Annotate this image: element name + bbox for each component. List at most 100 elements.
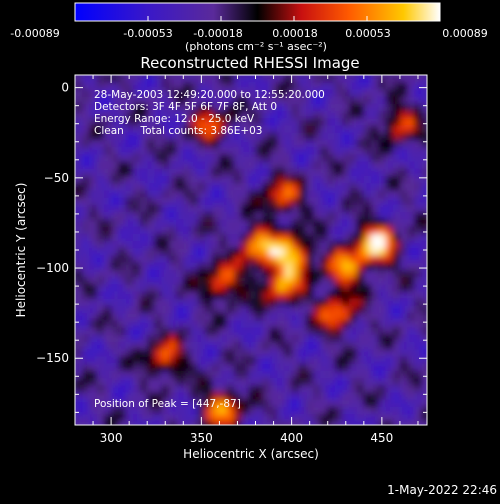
heatmap-cell (147, 277, 155, 285)
heatmap-cell (241, 255, 249, 264)
heatmap-cell (248, 241, 257, 249)
heatmap-cell (118, 111, 127, 119)
heatmap-cell (313, 118, 322, 127)
heatmap-cell (212, 414, 220, 422)
heatmap-cell (313, 277, 322, 285)
heatmap-cell (89, 147, 98, 155)
heatmap-cell (277, 154, 285, 163)
heatmap-cell (190, 342, 199, 350)
heatmap-cell (103, 392, 112, 401)
heatmap-cell (378, 241, 387, 249)
heatmap-cell (371, 363, 379, 372)
heatmap-cell (118, 399, 127, 408)
heatmap-cell (176, 197, 184, 206)
heatmap-cell (385, 378, 394, 386)
heatmap-cell (168, 233, 177, 242)
heatmap-cell (96, 320, 105, 329)
heatmap-cell (226, 233, 235, 242)
heatmap-cell (334, 75, 343, 83)
heatmap-cell (161, 320, 170, 329)
heatmap-cell (421, 349, 427, 357)
heatmap-cell (248, 392, 257, 401)
heatmap-cell (313, 262, 322, 271)
heatmap-cell (334, 111, 343, 119)
heatmap-cell (183, 75, 192, 83)
heatmap-cell (111, 255, 119, 264)
heatmap-cell (168, 407, 177, 415)
heatmap-cell (421, 233, 427, 242)
heatmap-cell (140, 255, 148, 264)
heatmap-cell (399, 103, 408, 112)
heatmap-cell (219, 298, 228, 307)
heatmap-cell (262, 255, 271, 264)
heatmap-cell (168, 399, 177, 408)
heatmap-cell (334, 277, 343, 285)
heatmap-cell (327, 349, 336, 357)
heatmap-cell (363, 399, 372, 408)
heatmap-cell (248, 378, 257, 386)
heatmap-cell (342, 241, 350, 249)
heatmap-cell (233, 248, 242, 256)
heatmap-cell (176, 111, 184, 119)
heatmap-cell (197, 305, 206, 314)
heatmap-cell (363, 111, 372, 119)
heatmap-cell (392, 407, 401, 415)
heatmap-cell (212, 204, 220, 213)
heatmap-cell (414, 305, 423, 314)
heatmap-cell (334, 226, 343, 235)
heatmap-cell (103, 327, 112, 336)
heatmap-cell (125, 305, 134, 314)
heatmap-cell (154, 284, 163, 293)
heatmap-cell (320, 291, 329, 300)
heatmap-cell (392, 147, 401, 155)
heatmap-cell (197, 111, 206, 119)
heatmap-cell (327, 284, 336, 293)
heatmap-cell (226, 313, 235, 321)
heatmap-cell (140, 414, 148, 422)
heatmap-cell (356, 168, 365, 177)
heatmap-cell (212, 363, 220, 372)
heatmap-cell (140, 111, 148, 119)
heatmap-cell (284, 219, 293, 228)
heatmap-cell (132, 407, 141, 415)
heatmap-cell (168, 176, 177, 184)
heatmap-cell (399, 219, 408, 228)
heatmap-cell (89, 363, 98, 372)
heatmap-cell (378, 313, 387, 321)
heatmap-cell (96, 125, 105, 134)
heatmap-cell (89, 284, 98, 293)
heatmap-cell (421, 111, 427, 119)
heatmap-cell (125, 176, 134, 184)
heatmap-cell (118, 226, 127, 235)
heatmap-cell (392, 305, 401, 314)
heatmap-cell (407, 154, 415, 163)
heatmap-cell (241, 414, 249, 422)
heatmap-cell (306, 204, 314, 213)
heatmap-cell (248, 197, 257, 206)
heatmap-cell (183, 414, 192, 422)
heatmap-cell (392, 284, 401, 293)
heatmap-cell (219, 255, 228, 264)
heatmap-cell (334, 248, 343, 256)
heatmap-cell (96, 233, 105, 242)
heatmap-cell (226, 407, 235, 415)
heatmap-cell (327, 139, 336, 148)
heatmap-cell (147, 241, 155, 249)
heatmap-cell (233, 89, 242, 98)
heatmap-cell (212, 421, 220, 425)
heatmap-cell (356, 82, 365, 90)
heatmap-cell (96, 248, 105, 256)
heatmap-cell (306, 154, 314, 163)
heatmap-cell (140, 212, 148, 220)
heatmap-cell (132, 118, 141, 127)
heatmap-cell (248, 161, 257, 170)
heatmap-cell (241, 392, 249, 401)
heatmap-cell (82, 111, 90, 119)
heatmap-cell (284, 327, 293, 336)
heatmap-cell (255, 327, 264, 336)
heatmap-cell (371, 407, 379, 415)
heatmap-cell (371, 305, 379, 314)
heatmap-cell (306, 82, 314, 90)
heatmap-cell (75, 414, 83, 422)
